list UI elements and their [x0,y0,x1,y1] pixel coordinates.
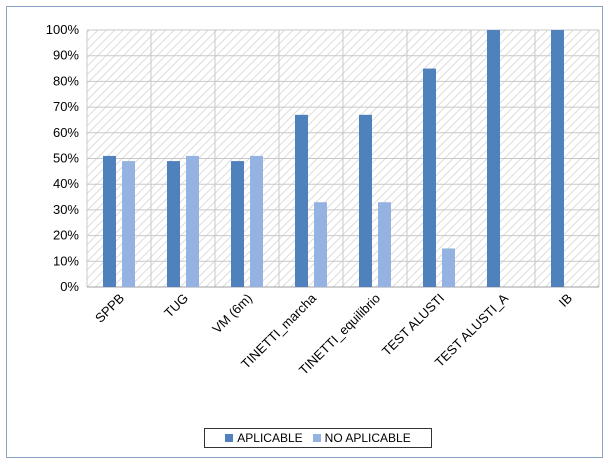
bar-aplicable [359,114,372,287]
y-axis-ticks: 0% 10% 20% 30% 40% 50% 60% 70% 80% 90% 100% [46,22,80,294]
y-tick-label: 50% [53,151,79,166]
y-tick-label: 10% [53,253,79,268]
x-tick-label: SPPB [92,291,127,326]
bar-no-aplicable [186,155,199,287]
bar-aplicable [231,161,244,287]
bar-aplicable [487,30,500,287]
x-tick-label: IB [556,291,575,310]
bar-aplicable [295,114,308,287]
bar-no-aplicable [250,155,263,287]
bars [103,30,564,287]
y-tick-label: 90% [53,48,79,63]
bar-no-aplicable [122,161,135,287]
bar-no-aplicable [378,202,391,287]
x-tick-label: VM (6m) [209,291,255,337]
y-tick-label: 0% [60,279,79,294]
x-tick-label: TUG [161,291,191,321]
y-tick-label: 40% [53,176,79,191]
bar-no-aplicable [314,202,327,287]
grid-lines [86,29,600,288]
legend-swatch-no-aplicable [312,434,321,442]
y-tick-label: 30% [53,202,79,217]
bar-aplicable [423,68,436,287]
legend-swatch-aplicable [225,434,234,442]
y-tick-label: 80% [53,73,79,88]
y-tick-label: 60% [53,125,79,140]
x-axis-labels: SPPB TUG VM (6m)TINETTI_marchaTINETTI_equi… [92,290,575,378]
bar-no-aplicable [442,248,455,287]
legend-label-no-aplicable: NO APLICABLE [324,431,411,445]
y-tick-label: 70% [53,99,79,114]
x-tick-label: TEST ALUSTI [379,291,447,359]
legend: APLICABLE NO APLICABLE [204,428,432,448]
bar-aplicable [103,155,116,287]
legend-label-aplicable: APLICABLE [237,431,303,445]
y-tick-label: 20% [53,228,79,243]
y-tick-label: 100% [46,22,80,37]
bar-aplicable [167,161,180,287]
legend-item-no-aplicable: NO APLICABLE [312,431,411,445]
bar-aplicable [551,30,564,287]
legend-item-aplicable: APLICABLE [225,431,303,445]
